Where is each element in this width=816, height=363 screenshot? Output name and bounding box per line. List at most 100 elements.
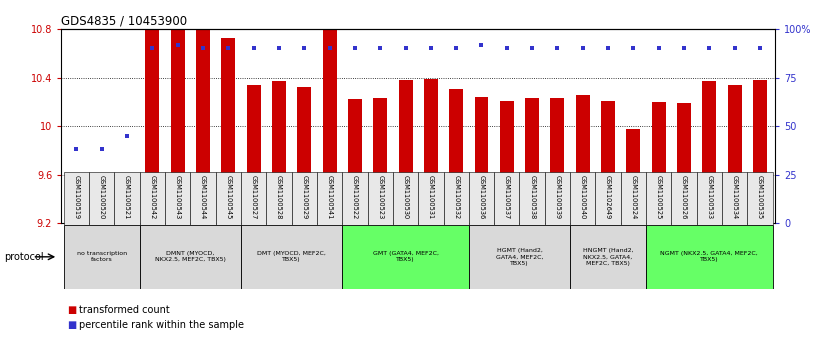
Text: GSM1100533: GSM1100533: [707, 175, 712, 219]
Bar: [677, 103, 691, 223]
Bar: [317, 172, 342, 225]
Bar: [551, 98, 565, 223]
Bar: [291, 172, 317, 225]
Text: protocol: protocol: [4, 252, 44, 262]
Bar: [215, 172, 241, 225]
Bar: [64, 172, 89, 225]
Text: GDS4835 / 10453900: GDS4835 / 10453900: [61, 15, 188, 28]
Bar: [450, 89, 463, 223]
Bar: [747, 172, 773, 225]
Text: transformed count: transformed count: [79, 305, 170, 315]
Bar: [241, 172, 266, 225]
Text: ■: ■: [67, 320, 76, 330]
Text: GSM1100532: GSM1100532: [453, 175, 459, 219]
Text: ■: ■: [67, 305, 76, 315]
Bar: [64, 225, 140, 289]
Text: DMNT (MYOCD,
NKX2.5, MEF2C, TBX5): DMNT (MYOCD, NKX2.5, MEF2C, TBX5): [155, 251, 226, 262]
Text: GMT (GATA4, MEF2C,
TBX5): GMT (GATA4, MEF2C, TBX5): [373, 251, 438, 262]
Text: percentile rank within the sample: percentile rank within the sample: [79, 320, 244, 330]
Bar: [475, 97, 489, 223]
Text: GSM1100545: GSM1100545: [225, 175, 231, 219]
Text: GSM1100539: GSM1100539: [554, 175, 561, 219]
Text: GSM1100523: GSM1100523: [377, 175, 384, 219]
Text: NGMT (NKX2.5, GATA4, MEF2C,
TBX5): NGMT (NKX2.5, GATA4, MEF2C, TBX5): [660, 251, 758, 262]
Bar: [596, 172, 621, 225]
Bar: [722, 172, 747, 225]
Bar: [342, 172, 367, 225]
Bar: [646, 225, 773, 289]
Bar: [297, 87, 311, 223]
Bar: [272, 81, 286, 223]
Bar: [576, 95, 590, 223]
Bar: [444, 172, 469, 225]
Bar: [322, 29, 336, 223]
Bar: [89, 172, 114, 225]
Bar: [165, 172, 190, 225]
Bar: [140, 172, 165, 225]
Text: GSM1100530: GSM1100530: [402, 175, 409, 219]
Bar: [672, 172, 697, 225]
Text: HGMT (Hand2,
GATA4, MEF2C,
TBX5): HGMT (Hand2, GATA4, MEF2C, TBX5): [496, 248, 543, 265]
Text: GSM1100531: GSM1100531: [428, 175, 434, 219]
Bar: [171, 30, 184, 223]
Bar: [697, 172, 722, 225]
Bar: [190, 172, 215, 225]
Bar: [241, 225, 342, 289]
Bar: [398, 80, 413, 223]
Bar: [69, 181, 83, 223]
Bar: [120, 178, 134, 223]
Bar: [221, 37, 235, 223]
Bar: [266, 172, 291, 225]
Bar: [246, 85, 260, 223]
Bar: [469, 225, 570, 289]
Bar: [545, 172, 570, 225]
Text: GSM1100540: GSM1100540: [580, 175, 586, 219]
Text: DMT (MYOCD, MEF2C,
TBX5): DMT (MYOCD, MEF2C, TBX5): [257, 251, 326, 262]
Bar: [621, 172, 646, 225]
Bar: [728, 85, 742, 223]
Bar: [114, 172, 140, 225]
Bar: [196, 29, 210, 223]
Text: no transcription
factors: no transcription factors: [77, 251, 126, 262]
Bar: [627, 129, 641, 223]
Bar: [652, 102, 666, 223]
Text: GSM1100538: GSM1100538: [529, 175, 535, 219]
Bar: [424, 79, 438, 223]
Text: GSM1100542: GSM1100542: [149, 175, 155, 219]
Text: GSM1100528: GSM1100528: [276, 175, 282, 219]
Text: GSM1100520: GSM1100520: [99, 175, 104, 219]
Bar: [348, 99, 361, 223]
Text: GSM1100536: GSM1100536: [478, 175, 485, 219]
Text: GSM1100526: GSM1100526: [681, 175, 687, 219]
Bar: [526, 98, 539, 223]
Bar: [500, 101, 514, 223]
Bar: [601, 101, 615, 223]
Text: GSM1100529: GSM1100529: [301, 175, 308, 219]
Text: HNGMT (Hand2,
NKX2.5, GATA4,
MEF2C, TBX5): HNGMT (Hand2, NKX2.5, GATA4, MEF2C, TBX5…: [583, 248, 633, 265]
Bar: [494, 172, 520, 225]
Text: GSM1100544: GSM1100544: [200, 175, 206, 219]
Bar: [469, 172, 494, 225]
Text: GSM1100535: GSM1100535: [757, 175, 763, 219]
Bar: [95, 177, 109, 223]
Bar: [418, 172, 444, 225]
Text: GSM1100534: GSM1100534: [732, 175, 738, 219]
Text: GSM1100541: GSM1100541: [326, 175, 333, 219]
Text: GSM1100524: GSM1100524: [631, 175, 636, 219]
Bar: [145, 29, 159, 223]
Text: GSM1102649: GSM1102649: [605, 175, 611, 219]
Bar: [520, 172, 545, 225]
Bar: [392, 172, 418, 225]
Bar: [367, 172, 392, 225]
Bar: [570, 172, 596, 225]
Text: GSM1100525: GSM1100525: [656, 175, 662, 219]
Bar: [140, 225, 241, 289]
Bar: [342, 225, 469, 289]
Bar: [373, 98, 387, 223]
Text: GSM1100522: GSM1100522: [352, 175, 358, 219]
Text: GSM1100521: GSM1100521: [124, 175, 130, 219]
Text: GSM1100527: GSM1100527: [251, 175, 256, 219]
Bar: [703, 81, 716, 223]
Bar: [646, 172, 672, 225]
Bar: [570, 225, 646, 289]
